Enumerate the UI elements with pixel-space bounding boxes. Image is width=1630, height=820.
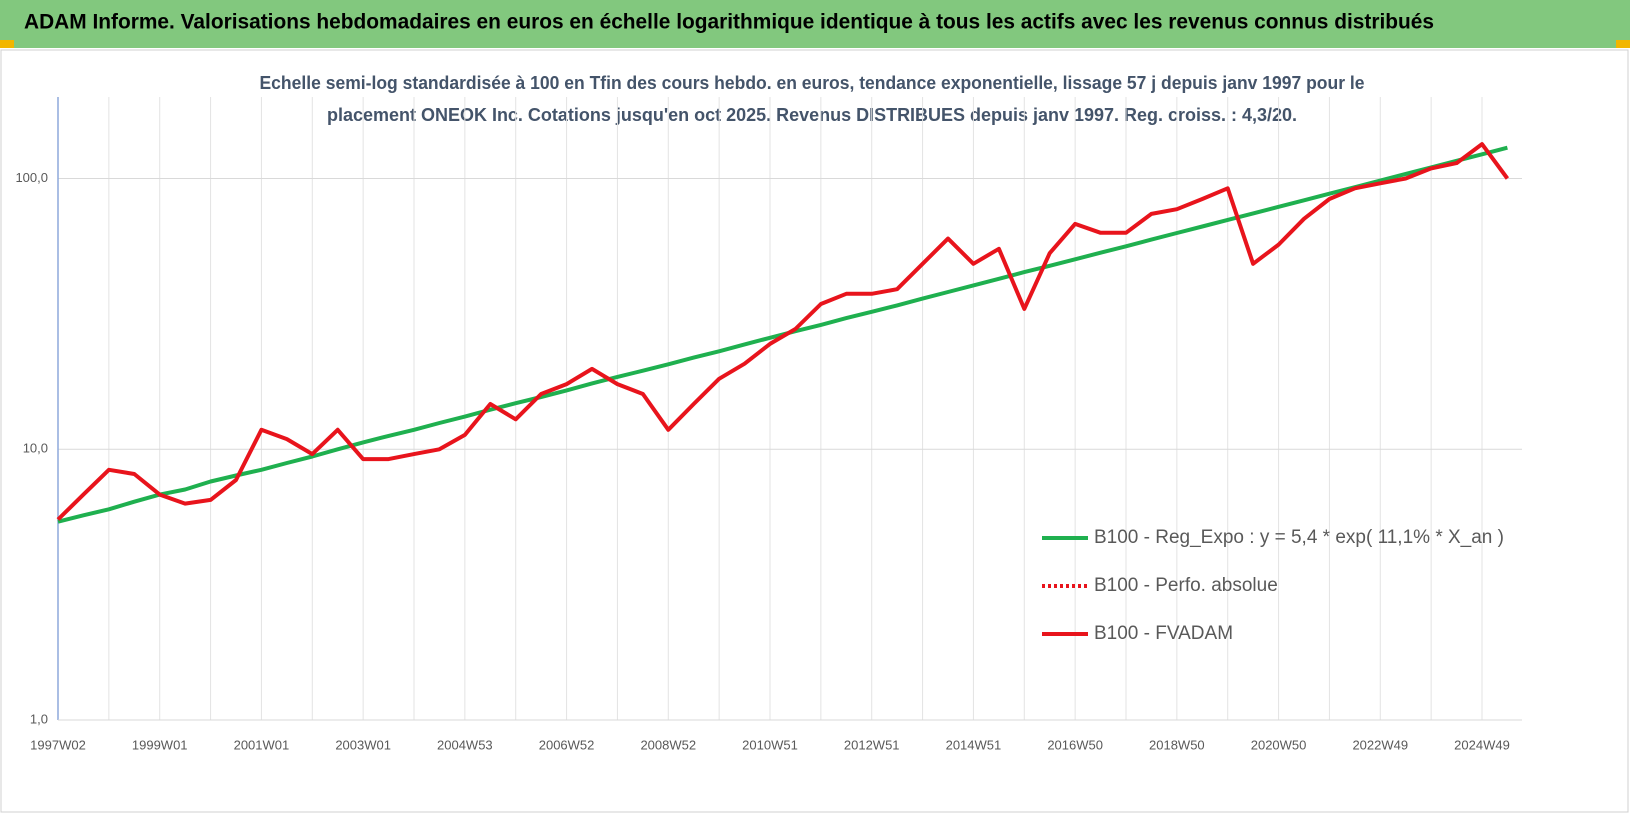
x-tick-label: 2024W49 [1454, 737, 1510, 752]
legend-label: B100 - Perfo. absolue [1094, 575, 1278, 596]
corner [1616, 40, 1630, 48]
x-tick-label: 2006W52 [539, 737, 595, 752]
x-tick-label: 2014W51 [946, 737, 1002, 752]
chart-subtitle: Echelle semi-log standardisée à 100 en T… [260, 73, 1365, 93]
y-tick-label: 100,0 [15, 170, 48, 185]
x-tick-label: 2003W01 [335, 737, 391, 752]
x-tick-label: 2008W52 [640, 737, 696, 752]
chart-subtitle: placement ONEOK Inc. Cotations jusqu'en … [327, 105, 1297, 125]
page-title: ADAM Informe. Valorisations hebdomadaire… [24, 11, 1434, 34]
corner [0, 40, 14, 48]
x-tick-label: 2010W51 [742, 737, 798, 752]
legend-label: B100 - Reg_Expo : y = 5,4 * exp( 11,1% *… [1094, 527, 1504, 548]
series-line [56, 142, 1510, 521]
x-tick-label: 2012W51 [844, 737, 900, 752]
x-tick-label: 2022W49 [1352, 737, 1408, 752]
y-tick-label: 10,0 [23, 441, 48, 456]
legend-label: B100 - FVADAM [1094, 623, 1233, 644]
chart-frame [0, 49, 1629, 813]
y-tick-label: 1,0 [30, 711, 48, 726]
x-tick-label: 2001W01 [234, 737, 290, 752]
header-bar [0, 0, 1630, 48]
x-tick-label: 2018W50 [1149, 737, 1205, 752]
x-tick-label: 2016W50 [1047, 737, 1103, 752]
x-tick-label: 1997W02 [30, 737, 86, 752]
x-tick-label: 2004W53 [437, 737, 493, 752]
x-tick-label: 1999W01 [132, 737, 188, 752]
x-tick-label: 2020W50 [1251, 737, 1307, 752]
